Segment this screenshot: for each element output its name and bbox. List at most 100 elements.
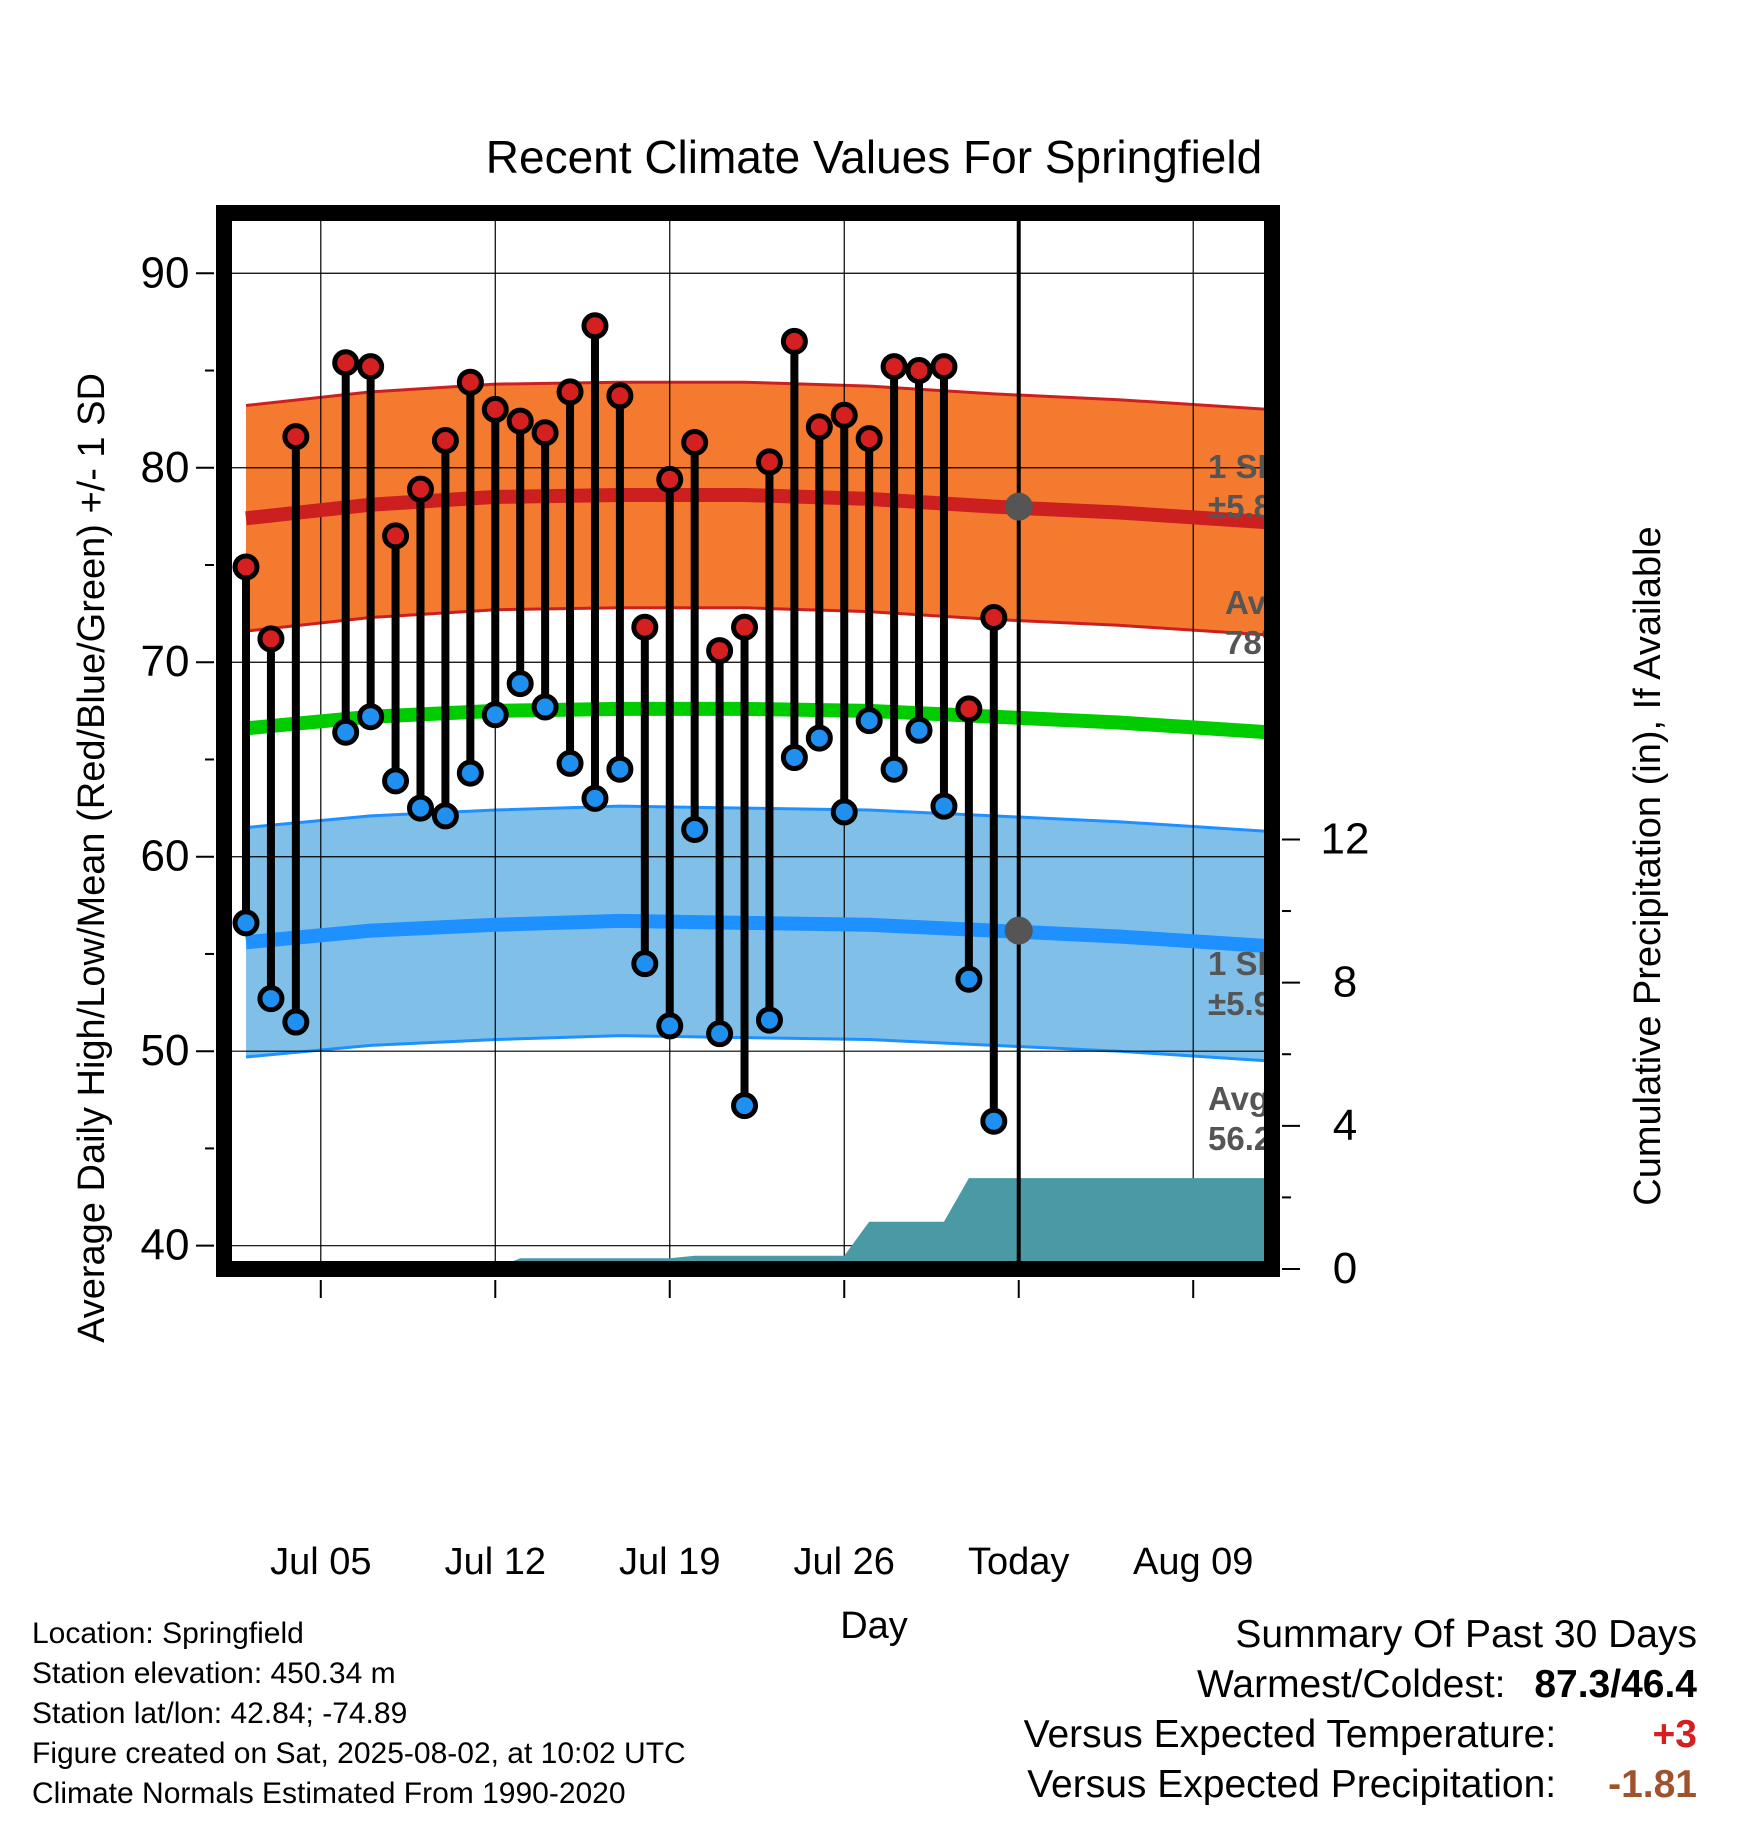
daily-low-marker: [955, 965, 983, 993]
normals-text: Climate Normals Estimated From 1990-2020: [32, 1777, 626, 1810]
y2-tick-label: 4: [1333, 1101, 1357, 1150]
precip-departure-row: Versus Expected Precipitation: -1.81: [1024, 1760, 1697, 1810]
daily-high-marker: [431, 427, 459, 455]
daily-high-marker: [706, 637, 734, 665]
daily-high-marker: [780, 327, 808, 355]
daily-high-marker: [731, 613, 759, 641]
daily-low-marker: [332, 718, 360, 746]
daily-high-marker: [980, 604, 1008, 632]
chart-title: Recent Climate Values For Springfield: [486, 131, 1262, 183]
daily-low-marker: [431, 802, 459, 830]
y2-tick-label: 0: [1333, 1244, 1357, 1293]
warmest-coldest-value: 87.3/46.4: [1534, 1663, 1697, 1706]
daily-high-marker: [606, 382, 634, 410]
daily-high-marker: [755, 448, 783, 476]
summary-heading: Summary Of Past 30 Days: [1235, 1613, 1697, 1656]
x-tick-label: Jul 12: [445, 1541, 546, 1583]
daily-high-marker: [282, 423, 310, 451]
daily-high-marker: [357, 353, 385, 381]
daily-low-marker: [706, 1020, 734, 1048]
daily-low-marker: [232, 909, 260, 937]
low-avg-label-line1: Avg:: [1208, 1080, 1280, 1117]
daily-low-marker: [556, 749, 584, 777]
normal-high-line: [245, 487, 1269, 530]
temp-departure-value: +3: [1652, 1713, 1697, 1756]
daily-high-marker: [232, 553, 260, 581]
daily-low-marker: [855, 707, 883, 735]
daily-low-marker: [880, 755, 908, 783]
station-info: Location: Springfield Station elevation:…: [32, 1614, 686, 1814]
daily-high-marker: [855, 425, 883, 453]
x-tick-label: Jul 05: [270, 1541, 371, 1583]
normal-low-band: [246, 806, 1268, 1061]
daily-high-marker: [880, 353, 908, 381]
daily-low-marker: [830, 798, 858, 826]
daily-low-marker: [780, 744, 808, 772]
daily-low-marker: [731, 1092, 759, 1120]
daily-low-marker: [531, 693, 559, 721]
summary-panel: Summary Of Past 30 Days Warmest/Coldest:…: [1024, 1610, 1697, 1810]
daily-low-marker: [606, 755, 634, 783]
daily-low-marker: [481, 701, 509, 729]
y2-tick-label: 12: [1321, 814, 1370, 863]
daily-high-marker: [631, 613, 659, 641]
latlon-text: Station lat/lon: 42.84; -74.89: [32, 1697, 408, 1730]
daily-high-marker: [257, 625, 285, 653]
y-tick-label: 60: [141, 832, 190, 881]
daily-high-marker: [830, 401, 858, 429]
plot-frame: [216, 205, 1280, 1277]
daily-high-marker: [481, 395, 509, 423]
low-sd-label-line1: 1 SD:: [1208, 945, 1292, 982]
normal-high-band: [246, 382, 1268, 636]
precipitation-area: [246, 1178, 1268, 1269]
daily-low-marker: [257, 985, 285, 1013]
daily-low-marker: [357, 703, 385, 731]
elevation-text: Station elevation: 450.34 m: [32, 1657, 396, 1690]
y-tick-label: 40: [141, 1221, 190, 1270]
daily-high-marker: [955, 695, 983, 723]
location-text: Location: Springfield: [32, 1617, 304, 1650]
days-label-line2: Days: [1204, 1427, 1290, 1468]
daily-low-marker: [805, 724, 833, 752]
precip-departure-value: -1.81: [1608, 1763, 1697, 1806]
low-avg-label-line2: 56.2oF: [1208, 1116, 1306, 1157]
precip-departure-label: Versus Expected Precipitation:: [1027, 1763, 1557, 1806]
y-axis-label: Average Daily High/Low/Mean (Red/Blue/Gr…: [71, 373, 113, 1343]
y-tick-label: 50: [141, 1026, 190, 1075]
y-tick-label: 80: [141, 443, 190, 492]
daily-high-marker: [905, 357, 933, 385]
created-text: Figure created on Sat, 2025-08-02, at 10…: [32, 1737, 686, 1770]
daily-high-marker: [456, 368, 484, 396]
low-sd-label-line2: ±5.9oF: [1208, 981, 1306, 1022]
x-axis-label: Day: [840, 1605, 908, 1647]
daily-low-marker: [905, 716, 933, 744]
daily-high-marker: [930, 353, 958, 381]
days-label-line1: 30: [1204, 1380, 1244, 1421]
daily-high-marker: [681, 428, 709, 456]
y2-tick-label: 8: [1333, 958, 1357, 1007]
x-tick-label: Jul 26: [794, 1541, 895, 1583]
daily-high-marker: [406, 475, 434, 503]
daily-low-marker: [681, 815, 709, 843]
daily-high-marker: [506, 407, 534, 435]
x-tick-label: Today: [968, 1541, 1069, 1583]
normal-high-lower-edge: [245, 606, 1269, 637]
daily-low-marker: [755, 1006, 783, 1034]
daily-low-marker: [980, 1107, 1008, 1135]
daily-high-marker: [581, 312, 609, 340]
daily-low-marker: [581, 784, 609, 812]
x-tick-label: Aug 09: [1133, 1541, 1253, 1583]
daily-high-marker: [556, 378, 584, 406]
high-avg-label-line1: Avg:: [1225, 584, 1297, 621]
daily-low-marker: [456, 759, 484, 787]
daily-high-marker: [531, 419, 559, 447]
daily-low-marker: [631, 950, 659, 978]
daily-low-marker: [506, 670, 534, 698]
normal-high-upper-edge: [245, 380, 1269, 411]
daily-high-marker: [805, 413, 833, 441]
warmest-coldest-label: Warmest/Coldest:: [1197, 1663, 1506, 1706]
temp-departure-row: Versus Expected Temperature: +3: [1024, 1710, 1697, 1760]
daily-high-marker: [332, 349, 360, 377]
